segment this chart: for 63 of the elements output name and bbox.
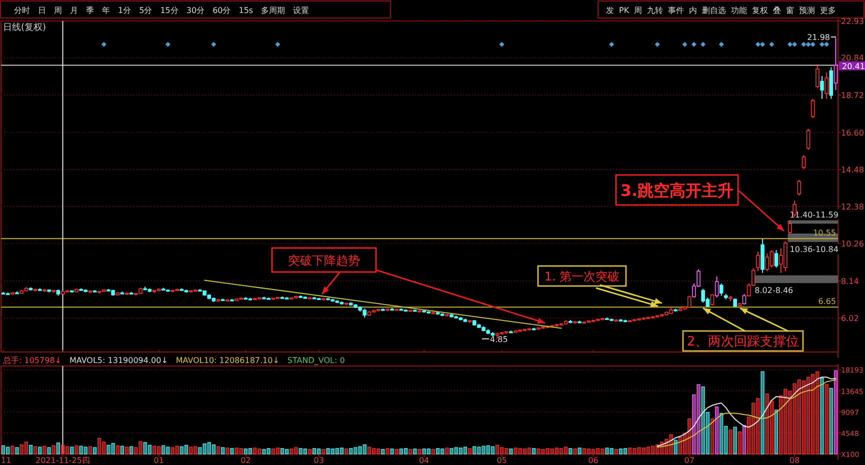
text: 年: [102, 6, 110, 15]
chart-title: 日线(复权): [3, 22, 46, 33]
x-tick-label: 04: [418, 456, 430, 465]
text: 日: [38, 6, 46, 15]
y-tick-label: 20.84: [841, 54, 864, 63]
x-tick-label: 03: [314, 456, 324, 465]
text: 叠: [773, 6, 782, 15]
text: 内: [689, 6, 698, 15]
ref-line-label: 10.55: [813, 228, 836, 238]
text: 总手: 105798↓: [2, 356, 62, 365]
text: 30分: [186, 6, 205, 15]
text: MAVOL10: 12086187.10↓: [176, 356, 280, 365]
annotation: 1. 第一次突破: [544, 269, 620, 284]
band-label: 8.02-8.46: [754, 286, 794, 296]
text: 分时: [14, 6, 30, 15]
text: 事件: [668, 6, 684, 15]
y-tick-label: 8.14: [841, 276, 859, 286]
annotation: 突破下降趋势: [288, 253, 360, 268]
text: 复权: [752, 6, 768, 15]
x-tick-label: 06: [588, 456, 598, 465]
x-tick-label: 11: [1, 456, 12, 465]
y-tick-label: 6.02: [841, 314, 859, 324]
band-label: 10.36-10.84: [790, 244, 838, 254]
text: 发: [606, 6, 614, 15]
text: 15s: [238, 6, 254, 15]
y-tick-label: 14.48: [841, 166, 864, 175]
annotation: 3.跳空高开主升: [620, 180, 734, 200]
text: STAND_VOL: 0: [287, 356, 345, 365]
y-tick-label: 10.26: [841, 240, 864, 249]
y-tick-label: 22.93: [841, 17, 864, 26]
ref-line-label: 6.65: [818, 297, 836, 306]
annotation: 2、两次回踩支撑位: [686, 334, 800, 350]
text: 60分: [212, 6, 231, 15]
text: 功能: [731, 6, 748, 15]
text: 设置: [293, 6, 310, 15]
text: 九转: [647, 6, 664, 15]
text: 15分: [160, 6, 178, 15]
text: 多周期: [261, 6, 286, 15]
ref-line-label: 20.41: [842, 62, 865, 71]
text: 删自选: [702, 6, 726, 15]
text: 5分: [139, 6, 152, 15]
y-tick-label: 16.60: [841, 128, 864, 138]
text: MAVOL5: 13190094.00↓: [69, 356, 168, 365]
x-tick-label: 2021-11-25四: [35, 456, 90, 465]
text: 周: [634, 6, 642, 15]
band-label: 11.40-11.59: [790, 210, 838, 220]
annotation: 4.85: [490, 334, 508, 344]
annotation: 21.98: [807, 33, 830, 42]
text: 季: [86, 6, 94, 15]
text: PK: [619, 6, 630, 15]
x-tick-label: 02: [240, 456, 251, 465]
text: 更多: [820, 6, 836, 15]
x-tick-label: 01: [154, 456, 164, 465]
x-tick-label: 05: [496, 456, 507, 465]
x-tick-label: 07: [684, 456, 694, 465]
text: 预测: [799, 6, 816, 15]
text: 月: [70, 6, 78, 15]
text: 窗: [786, 6, 794, 15]
text: 周: [54, 6, 62, 15]
x-tick-label: 08: [789, 456, 800, 465]
y-tick-label: 12.38: [841, 202, 864, 212]
text: 1分: [118, 6, 132, 15]
y-tick-label: 18.72: [841, 91, 864, 100]
